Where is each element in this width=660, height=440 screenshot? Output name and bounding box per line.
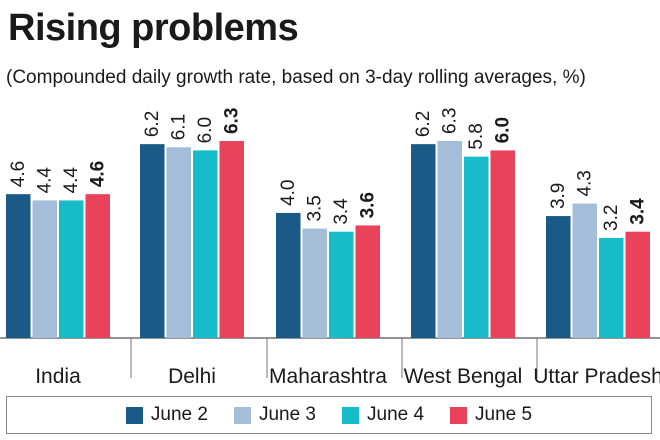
data-label: 3.4 [627, 198, 648, 225]
data-label: 6.0 [492, 117, 513, 143]
category-label: Maharashtra [269, 365, 387, 388]
bar-june-2 [140, 144, 165, 338]
legend-swatch [342, 406, 359, 424]
legend-item-june-5: June 5 [450, 404, 532, 426]
bar-june-4 [599, 237, 624, 338]
legend-item-june-4: June 4 [342, 404, 424, 426]
legend-label: June 5 [475, 404, 533, 425]
data-label: 4.3 [574, 170, 595, 196]
data-label: 3.5 [304, 195, 325, 221]
bar-june-2 [546, 216, 571, 338]
legend-swatch [125, 406, 143, 424]
legend-label: June 4 [367, 404, 425, 425]
legend-swatch [450, 406, 468, 424]
data-label: 4.0 [278, 180, 299, 206]
category-label: Delhi [168, 365, 216, 388]
bar-june-3 [572, 203, 597, 338]
bar-june-3 [32, 200, 57, 338]
data-label: 5.8 [466, 123, 487, 149]
category-label: India [35, 365, 81, 388]
legend-item-june-3: June 3 [233, 404, 316, 426]
bar-june-2 [411, 144, 436, 338]
bar-june-2 [6, 194, 31, 338]
bar-june-3 [437, 141, 462, 338]
data-label: 6.0 [195, 117, 216, 143]
data-label: 3.4 [331, 198, 352, 225]
legend-item-june-2: June 2 [125, 404, 208, 426]
data-label: 3.6 [357, 192, 378, 218]
bar-june-5 [490, 150, 515, 338]
data-label: 3.2 [601, 205, 622, 231]
bar-june-3 [166, 147, 191, 338]
bar-june-5 [85, 194, 110, 338]
bar-june-4 [193, 150, 218, 338]
bar-june-3 [302, 228, 327, 338]
bar-june-2 [276, 212, 301, 338]
legend-swatch [233, 406, 251, 424]
data-label: 4.6 [8, 161, 29, 187]
data-label: 6.3 [439, 108, 460, 134]
data-label: 6.2 [413, 111, 434, 137]
data-label: 4.6 [87, 161, 108, 187]
chart-subtitle: (Compounded daily growth rate, based on … [6, 67, 586, 88]
bar-june-5 [625, 231, 650, 338]
legend-label: June 2 [150, 404, 208, 425]
bar-june-5 [219, 141, 244, 338]
chart-title: Rising problems [8, 7, 299, 49]
bar-june-4 [464, 156, 489, 338]
data-label: 4.4 [61, 167, 82, 194]
legend: June 2 June 3 June 4 June 5 [6, 396, 652, 434]
bar-june-4 [59, 200, 84, 338]
data-label: 4.4 [34, 167, 55, 194]
data-label: 3.9 [548, 183, 569, 209]
bar-june-5 [355, 225, 380, 338]
category-label: West Bengal [404, 365, 523, 388]
data-label: 6.2 [142, 111, 163, 137]
legend-label: June 3 [258, 404, 316, 425]
data-label: 6.1 [168, 114, 189, 140]
bar-june-4 [329, 231, 354, 338]
data-label: 6.3 [221, 108, 242, 134]
category-label: Uttar Pradesh [533, 365, 660, 388]
